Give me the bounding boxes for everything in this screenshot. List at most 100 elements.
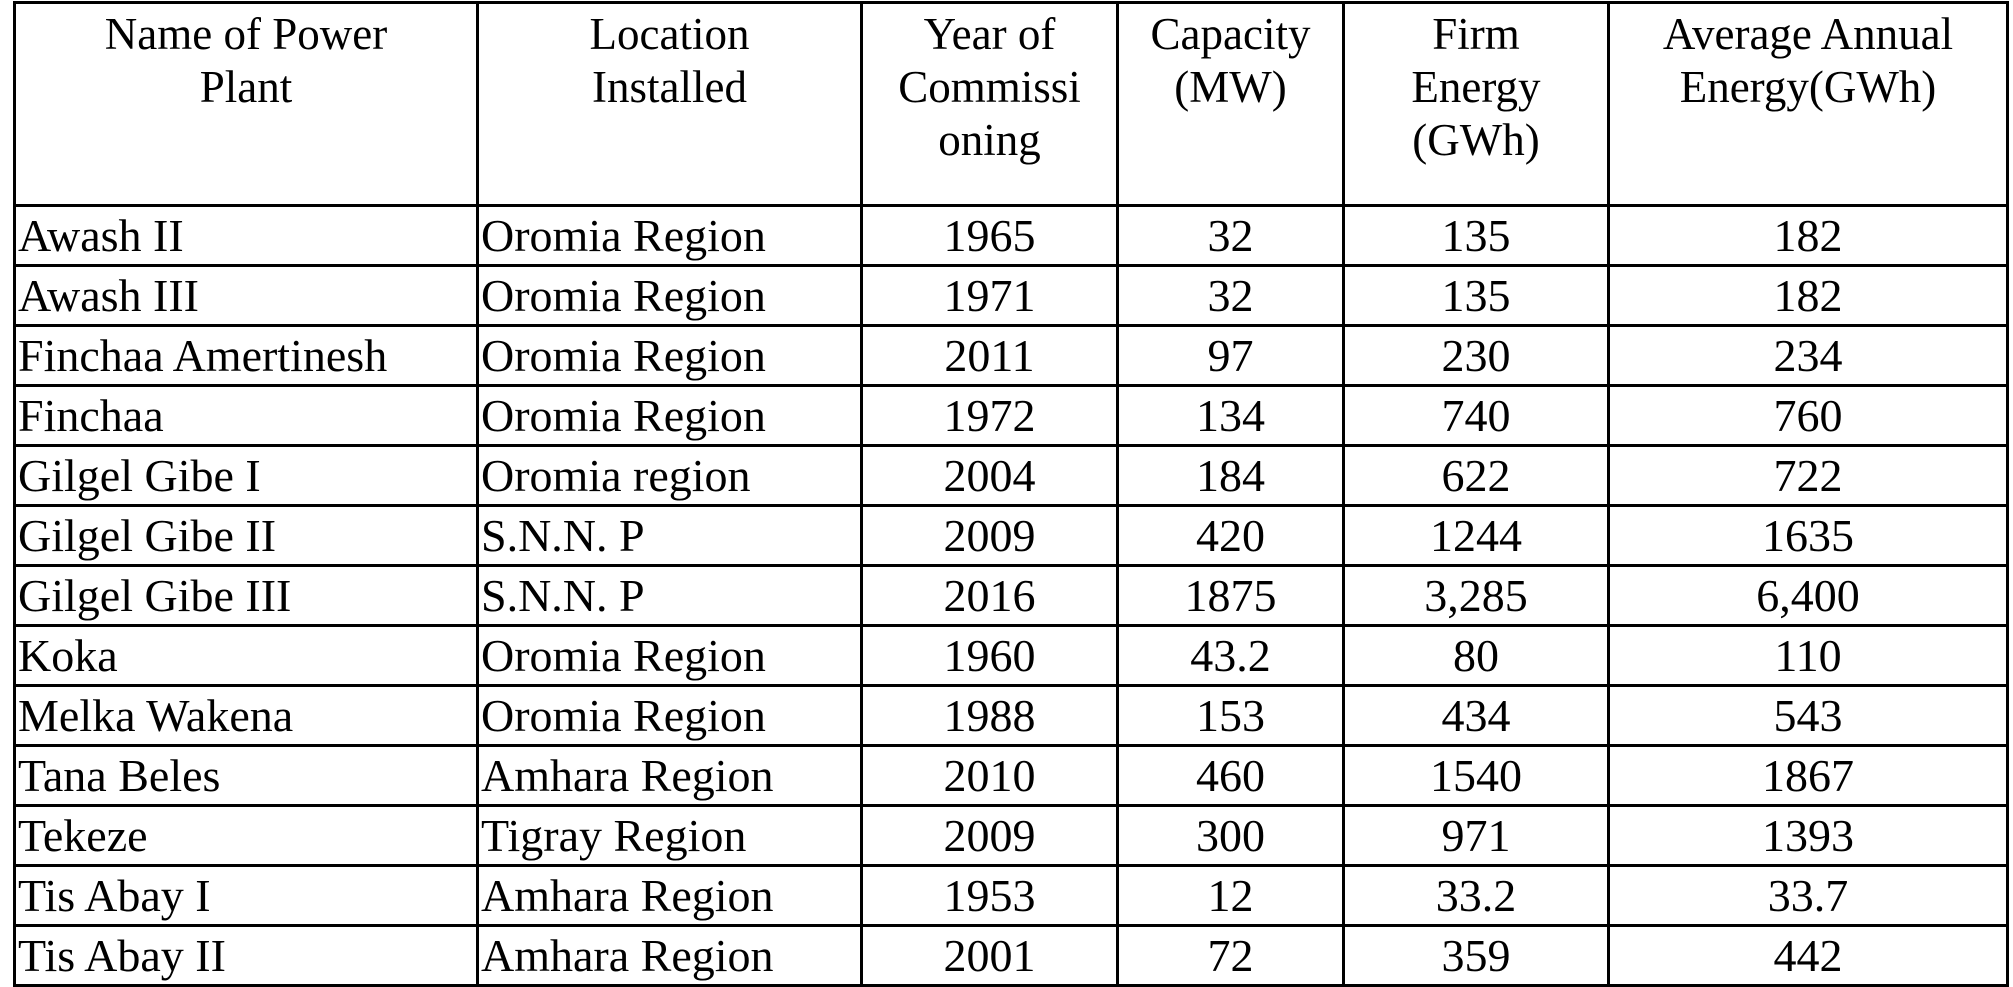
table-cell: Oromia Region: [476, 324, 863, 387]
table-cell: Oromia Region: [476, 624, 863, 687]
table-cell: 543: [1607, 684, 2009, 747]
table-cell: 230: [1342, 324, 1610, 387]
table-cell: 1953: [860, 864, 1119, 927]
table-cell: 434: [1342, 684, 1610, 747]
header-location-installed: Location Installed: [476, 1, 863, 207]
table-cell: 460: [1116, 744, 1345, 807]
table-cell: 2011: [860, 324, 1119, 387]
table-cell: Finchaa: [13, 384, 479, 447]
table-cell: 1960: [860, 624, 1119, 687]
table-cell: Tis Abay II: [13, 924, 479, 987]
table-cell: 153: [1116, 684, 1345, 747]
table-cell: Amhara Region: [476, 924, 863, 987]
table-cell: 110: [1607, 624, 2009, 687]
table-cell: 1988: [860, 684, 1119, 747]
table-row: Tekeze Tigray Region 2009 300 971 1393: [13, 804, 2009, 867]
table-row: Finchaa Amertinesh Oromia Region 2011 97 230…: [13, 324, 2009, 387]
header-capacity-mw: Capacity (MW): [1116, 1, 1345, 207]
table-cell: Awash II: [13, 204, 479, 267]
table-row: Gilgel Gibe III S.N.N. P 2016 1875 3,285 6,40…: [13, 564, 2009, 627]
header-firm-energy-gwh: Firm Energy (GWh): [1342, 1, 1610, 207]
table-cell: 1393: [1607, 804, 2009, 867]
table-cell: Tis Abay I: [13, 864, 479, 927]
table-row: Tana Beles Amhara Region 2010 460 1540 1867: [13, 744, 2009, 807]
table-row: Awash III Oromia Region 1971 32 135 182: [13, 264, 2009, 327]
table-cell: Gilgel Gibe I: [13, 444, 479, 507]
table-cell: 32: [1116, 264, 1345, 327]
table-cell: 80: [1342, 624, 1610, 687]
header-year-of-commissioning: Year of Commissi oning: [860, 1, 1119, 207]
table-cell: 33.2: [1342, 864, 1610, 927]
table-cell: 1635: [1607, 504, 2009, 567]
table-cell: 6,400: [1607, 564, 2009, 627]
table-cell: 2009: [860, 804, 1119, 867]
header-name-of-power-plant: Name of Power Plant: [13, 1, 479, 207]
table-cell: 760: [1607, 384, 2009, 447]
table-cell: 234: [1607, 324, 2009, 387]
table-cell: 43.2: [1116, 624, 1345, 687]
table-cell: Awash III: [13, 264, 479, 327]
table-cell: 134: [1116, 384, 1345, 447]
table-row: Gilgel Gibe II S.N.N. P 2009 420 1244 1635: [13, 504, 2009, 567]
table-header-row: Name of Power Plant Location Installed Y…: [13, 1, 2009, 207]
table-cell: 1971: [860, 264, 1119, 327]
table-cell: Tana Beles: [13, 744, 479, 807]
table-cell: 622: [1342, 444, 1610, 507]
table-cell: 1875: [1116, 564, 1345, 627]
table-cell: 2009: [860, 504, 1119, 567]
table-cell: S.N.N. P: [476, 504, 863, 567]
power-plants-table: Name of Power Plant Location Installed Y…: [13, 1, 2009, 987]
table-row: Melka Wakena Oromia Region 1988 153 434 543: [13, 684, 2009, 747]
table-cell: 33.7: [1607, 864, 2009, 927]
table-cell: 12: [1116, 864, 1345, 927]
table-cell: Amhara Region: [476, 744, 863, 807]
table-cell: 1965: [860, 204, 1119, 267]
table-cell: 2004: [860, 444, 1119, 507]
table-cell: 72: [1116, 924, 1345, 987]
table-cell: 32: [1116, 204, 1345, 267]
table-cell: 1540: [1342, 744, 1610, 807]
table-cell: Gilgel Gibe III: [13, 564, 479, 627]
table-body: Awash II Oromia Region 1965 32 135 182 Awash I…: [13, 204, 2009, 987]
table-cell: 300: [1116, 804, 1345, 867]
table-cell: 135: [1342, 264, 1610, 327]
table-cell: Oromia region: [476, 444, 863, 507]
table-cell: 1244: [1342, 504, 1610, 567]
table-cell: 3,285: [1342, 564, 1610, 627]
table-cell: 420: [1116, 504, 1345, 567]
table-cell: 184: [1116, 444, 1345, 507]
table-cell: 740: [1342, 384, 1610, 447]
table-cell: 722: [1607, 444, 2009, 507]
table-cell: S.N.N. P: [476, 564, 863, 627]
table-row: Finchaa Oromia Region 1972 134 740 760: [13, 384, 2009, 447]
table-cell: 2010: [860, 744, 1119, 807]
table-cell: Amhara Region: [476, 864, 863, 927]
table-row: Tis Abay II Amhara Region 2001 72 359 442: [13, 924, 2009, 987]
table-cell: 182: [1607, 204, 2009, 267]
table-cell: 97: [1116, 324, 1345, 387]
table-cell: Finchaa Amertinesh: [13, 324, 479, 387]
table-cell: 442: [1607, 924, 2009, 987]
table-cell: 2001: [860, 924, 1119, 987]
table-cell: Oromia Region: [476, 264, 863, 327]
table-row: Gilgel Gibe I Oromia region 2004 184 622 722: [13, 444, 2009, 507]
table-cell: 182: [1607, 264, 2009, 327]
table-row: Awash II Oromia Region 1965 32 135 182: [13, 204, 2009, 267]
table-cell: Oromia Region: [476, 684, 863, 747]
table-row: Koka Oromia Region 1960 43.2 80 110: [13, 624, 2009, 687]
table-cell: Tekeze: [13, 804, 479, 867]
table-row: Tis Abay I Amhara Region 1953 12 33.2 33.7: [13, 864, 2009, 927]
table-cell: Oromia Region: [476, 384, 863, 447]
table-cell: 2016: [860, 564, 1119, 627]
table-cell: 1867: [1607, 744, 2009, 807]
table-cell: Tigray Region: [476, 804, 863, 867]
header-average-annual-energy-gwh: Average Annual Energy(GWh): [1607, 1, 2009, 207]
table-cell: 971: [1342, 804, 1610, 867]
table-cell: 359: [1342, 924, 1610, 987]
table-cell: Koka: [13, 624, 479, 687]
table-cell: Gilgel Gibe II: [13, 504, 479, 567]
table-cell: 1972: [860, 384, 1119, 447]
table-cell: 135: [1342, 204, 1610, 267]
table-cell: Melka Wakena: [13, 684, 479, 747]
